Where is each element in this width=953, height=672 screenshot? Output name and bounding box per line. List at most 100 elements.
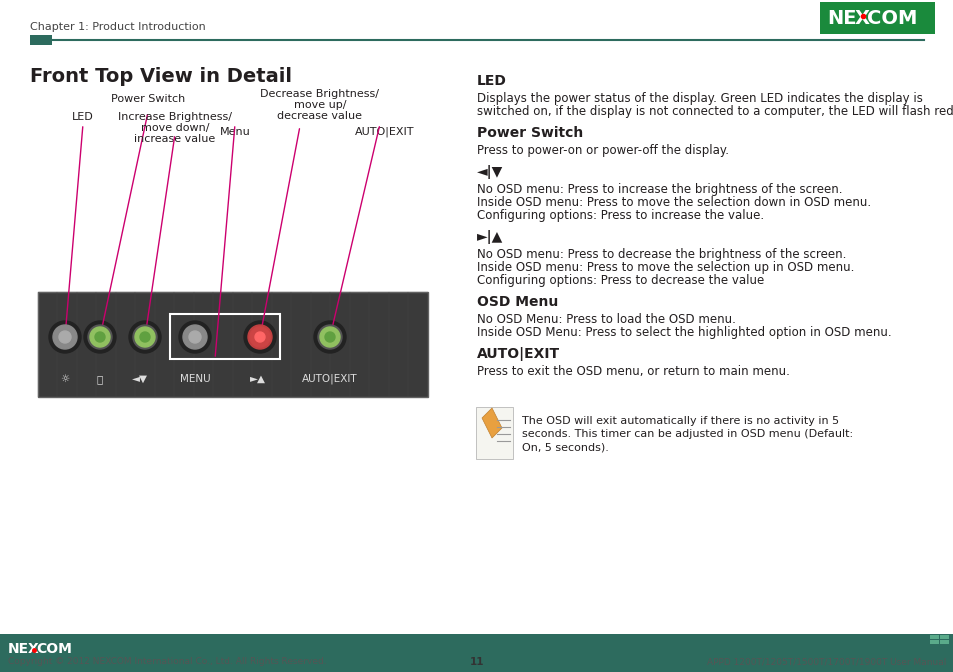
Circle shape <box>189 331 201 343</box>
Text: LED: LED <box>476 74 506 88</box>
Bar <box>369 292 389 397</box>
Bar <box>38 292 57 397</box>
Text: increase value: increase value <box>134 134 215 144</box>
Bar <box>233 292 253 397</box>
Text: decrease value: decrease value <box>277 111 362 121</box>
Text: The OSD will exit automatically if there is no activity in 5: The OSD will exit automatically if there… <box>521 416 839 426</box>
Bar <box>170 314 280 359</box>
Text: Inside OSD menu: Press to move the selection down in OSD menu.: Inside OSD menu: Press to move the selec… <box>476 196 870 209</box>
Circle shape <box>314 321 346 353</box>
Text: X: X <box>28 642 39 656</box>
Circle shape <box>95 332 105 342</box>
Text: MENU: MENU <box>179 374 210 384</box>
Circle shape <box>88 325 112 349</box>
Bar <box>350 292 369 397</box>
Text: Power Switch: Power Switch <box>476 126 582 140</box>
Text: ⏻: ⏻ <box>97 374 103 384</box>
Text: No OSD Menu: Press to load the OSD menu.: No OSD Menu: Press to load the OSD menu. <box>476 313 735 326</box>
Text: Press to exit the OSD menu, or return to main menu.: Press to exit the OSD menu, or return to… <box>476 365 789 378</box>
Bar <box>408 292 428 397</box>
Text: NE: NE <box>826 9 856 28</box>
Bar <box>939 634 948 639</box>
Text: On, 5 seconds).: On, 5 seconds). <box>521 442 608 452</box>
Bar <box>0 634 953 672</box>
Bar <box>213 292 233 397</box>
Circle shape <box>132 325 157 349</box>
Text: AUTO|EXIT: AUTO|EXIT <box>302 374 357 384</box>
Text: move up/: move up/ <box>294 100 346 110</box>
Polygon shape <box>481 408 501 438</box>
Circle shape <box>49 321 81 353</box>
Text: COM: COM <box>36 642 71 656</box>
Circle shape <box>135 327 154 347</box>
Bar <box>30 35 52 45</box>
Circle shape <box>140 332 150 342</box>
Bar <box>174 292 193 397</box>
Bar <box>330 292 350 397</box>
Circle shape <box>179 321 211 353</box>
Text: COM: COM <box>866 9 917 28</box>
Bar <box>193 292 213 397</box>
Text: Power Switch: Power Switch <box>111 94 185 104</box>
Text: APPD 1200T/1205T/1500T/1700T/1900T User Manual: APPD 1200T/1205T/1500T/1700T/1900T User … <box>706 657 945 667</box>
Text: No OSD menu: Press to increase the brightness of the screen.: No OSD menu: Press to increase the brigh… <box>476 183 841 196</box>
Circle shape <box>250 327 270 347</box>
Circle shape <box>254 332 265 342</box>
Text: seconds. This timer can be adjusted in OSD menu (Default:: seconds. This timer can be adjusted in O… <box>521 429 852 439</box>
Text: AUTO|EXIT: AUTO|EXIT <box>476 347 559 361</box>
Text: ◄|▼: ◄|▼ <box>476 165 503 179</box>
Text: AUTO|EXIT: AUTO|EXIT <box>355 127 415 137</box>
Circle shape <box>53 325 77 349</box>
Bar <box>77 292 96 397</box>
Circle shape <box>59 331 71 343</box>
Text: Inside OSD menu: Press to move the selection up in OSD menu.: Inside OSD menu: Press to move the selec… <box>476 261 854 274</box>
Bar <box>929 634 938 639</box>
Text: X: X <box>854 9 869 28</box>
Circle shape <box>84 321 116 353</box>
Bar <box>389 292 408 397</box>
Bar <box>311 292 330 397</box>
Bar <box>292 292 311 397</box>
Text: Decrease Brightness/: Decrease Brightness/ <box>260 89 379 99</box>
Bar <box>253 292 272 397</box>
Bar <box>272 292 292 397</box>
Text: Front Top View in Detail: Front Top View in Detail <box>30 67 292 86</box>
Text: 11: 11 <box>469 657 484 667</box>
Bar <box>38 292 428 397</box>
Text: Displays the power status of the display. Green LED indicates the display is: Displays the power status of the display… <box>476 92 922 105</box>
Text: Menu: Menu <box>219 127 250 137</box>
Text: ►|▲: ►|▲ <box>476 230 503 244</box>
Text: NE: NE <box>8 642 30 656</box>
Bar <box>929 640 938 644</box>
Text: Chapter 1: Product Introduction: Chapter 1: Product Introduction <box>30 22 206 32</box>
Bar <box>96 292 116 397</box>
Text: ►▲: ►▲ <box>250 374 266 384</box>
Circle shape <box>183 325 207 349</box>
Bar <box>116 292 135 397</box>
Bar <box>939 640 948 644</box>
Circle shape <box>317 325 341 349</box>
Circle shape <box>90 327 110 347</box>
Circle shape <box>325 332 335 342</box>
Text: Increase Brightness/: Increase Brightness/ <box>118 112 232 122</box>
Bar <box>57 292 77 397</box>
Text: Configuring options: Press to decrease the value: Configuring options: Press to decrease t… <box>476 274 763 287</box>
Text: Configuring options: Press to increase the value.: Configuring options: Press to increase t… <box>476 209 763 222</box>
FancyBboxPatch shape <box>476 407 513 459</box>
Text: OSD Menu: OSD Menu <box>476 295 558 309</box>
Text: ☼: ☼ <box>60 374 70 384</box>
Circle shape <box>248 325 272 349</box>
Text: ◄▼: ◄▼ <box>132 374 148 384</box>
Circle shape <box>129 321 161 353</box>
Bar <box>135 292 154 397</box>
Text: LED: LED <box>72 112 93 122</box>
Text: Press to power-on or power-off the display.: Press to power-on or power-off the displ… <box>476 144 728 157</box>
Bar <box>820 2 934 34</box>
Text: No OSD menu: Press to decrease the brightness of the screen.: No OSD menu: Press to decrease the brigh… <box>476 248 845 261</box>
Circle shape <box>319 327 339 347</box>
Text: move down/: move down/ <box>141 123 209 133</box>
Text: switched on, if the display is not connected to a computer, the LED will flash r: switched on, if the display is not conne… <box>476 105 953 118</box>
Circle shape <box>244 321 275 353</box>
Text: Copyright © 2012 NEXCOM International Co., Ltd. All Rights Reserved.: Copyright © 2012 NEXCOM International Co… <box>8 657 326 667</box>
Text: Inside OSD Menu: Press to select the highlighted option in OSD menu.: Inside OSD Menu: Press to select the hig… <box>476 326 891 339</box>
